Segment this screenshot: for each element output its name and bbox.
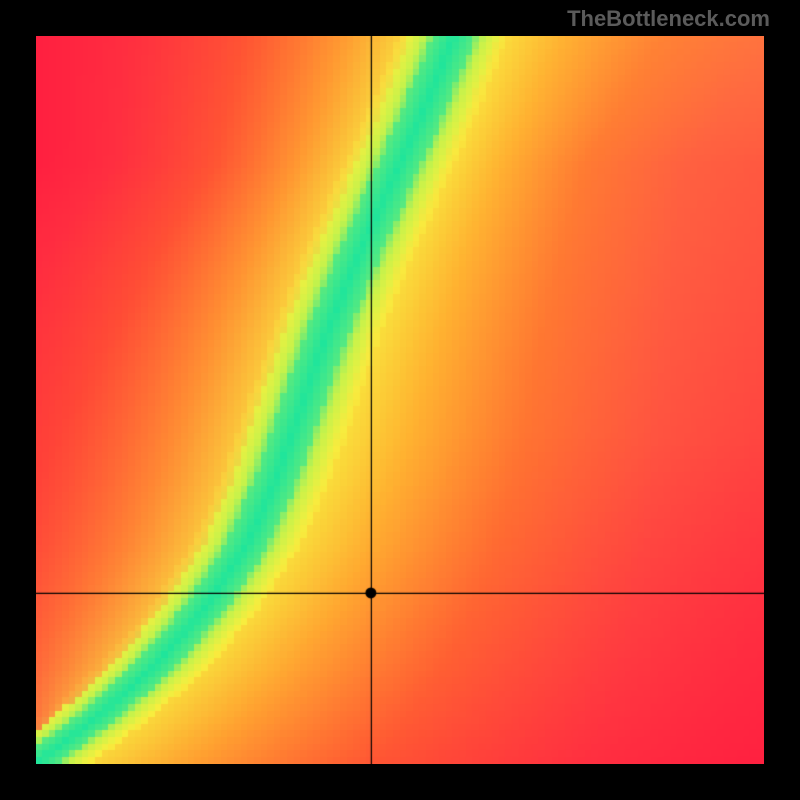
watermark-text: TheBottleneck.com [567, 6, 770, 32]
bottleneck-heatmap [36, 36, 764, 764]
